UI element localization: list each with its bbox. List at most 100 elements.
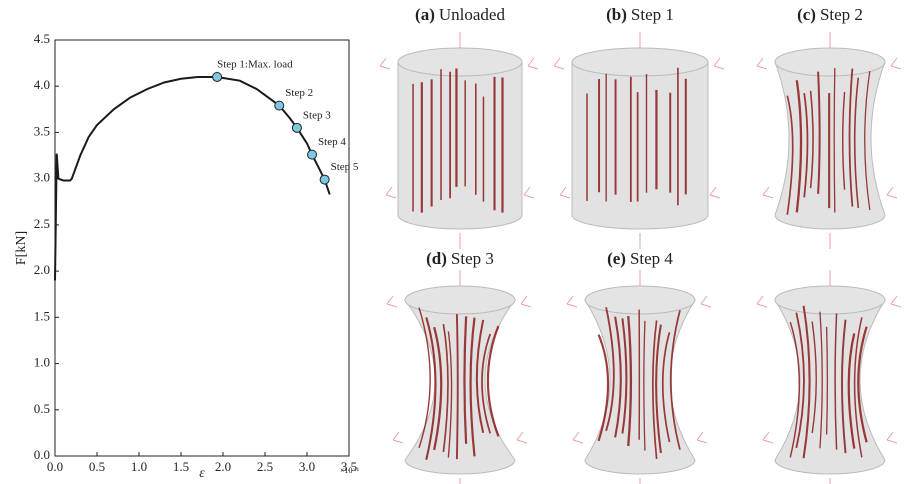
axis-glyph bbox=[762, 431, 774, 444]
axis-glyph bbox=[696, 431, 708, 444]
specimen-top bbox=[774, 285, 886, 315]
x-tick-label: 1.5 bbox=[173, 459, 189, 474]
crack bbox=[643, 320, 646, 451]
y-tick-label: 2.5 bbox=[34, 216, 50, 231]
panel-letter: (c) bbox=[797, 5, 816, 24]
crack bbox=[433, 326, 443, 451]
y-tick-label: 4.5 bbox=[34, 31, 50, 46]
panel-letter: (d) bbox=[426, 249, 447, 268]
x-axis-label: ε bbox=[199, 466, 205, 481]
axis-glyph bbox=[756, 57, 768, 70]
y-tick-label: 3.0 bbox=[34, 170, 50, 185]
y-tick-label: 4.0 bbox=[34, 77, 50, 92]
crack bbox=[418, 307, 431, 449]
crack bbox=[455, 314, 459, 460]
x-tick-label: 3.0 bbox=[299, 459, 315, 474]
crack bbox=[848, 68, 854, 207]
axis-glyph bbox=[520, 295, 532, 308]
specimen-panel: (a) Unloaded bbox=[379, 5, 539, 249]
axis-glyph bbox=[709, 186, 721, 199]
specimen-panel bbox=[756, 270, 902, 484]
step-label: Step 4 bbox=[318, 136, 346, 148]
axis-glyph bbox=[762, 186, 774, 199]
crack bbox=[786, 95, 794, 215]
crack bbox=[475, 319, 485, 434]
step-marker bbox=[319, 174, 330, 185]
x-tick-label: 2.0 bbox=[215, 459, 231, 474]
crack bbox=[795, 312, 805, 449]
crack bbox=[447, 331, 453, 458]
crack bbox=[802, 305, 811, 459]
axis-glyph bbox=[392, 431, 404, 444]
crack bbox=[853, 77, 860, 209]
axis-glyph bbox=[886, 431, 898, 444]
specimen-panel: (e) Step 4 bbox=[566, 249, 712, 484]
crack bbox=[857, 326, 868, 443]
step-marker bbox=[212, 71, 223, 82]
crack bbox=[661, 332, 671, 443]
step-label: Step 3 bbox=[303, 109, 331, 121]
panel-letter: (e) bbox=[607, 249, 626, 268]
crack bbox=[469, 317, 476, 457]
crack bbox=[853, 317, 863, 458]
crack bbox=[651, 320, 658, 460]
axis-glyph bbox=[385, 186, 397, 199]
specimen-top bbox=[404, 285, 516, 315]
crack bbox=[614, 316, 622, 438]
step-label: Step 1:Max. load bbox=[217, 59, 293, 71]
axis-glyph bbox=[379, 57, 391, 70]
crack bbox=[841, 319, 847, 454]
panel-text: Step 4 bbox=[630, 249, 673, 268]
crack bbox=[834, 313, 838, 450]
crack bbox=[803, 93, 809, 198]
panel-text: Unloaded bbox=[439, 5, 506, 24]
x-tick-label: 1.0 bbox=[131, 459, 147, 474]
crack bbox=[847, 333, 856, 449]
step-label: Step 5 bbox=[331, 161, 359, 173]
axis-glyph bbox=[566, 295, 578, 308]
y-tick-label: 1.5 bbox=[34, 308, 50, 323]
specimen-panel: (d) Step 3 bbox=[386, 249, 532, 484]
specimen-top bbox=[584, 285, 696, 315]
specimen-top bbox=[571, 47, 709, 77]
crack bbox=[789, 321, 801, 458]
step-marker bbox=[291, 122, 302, 133]
panel-text: Step 2 bbox=[820, 5, 863, 24]
axis-glyph bbox=[890, 57, 902, 70]
crack bbox=[817, 71, 821, 194]
panel-letter: (a) bbox=[415, 5, 435, 24]
panel-letter: (b) bbox=[606, 5, 627, 24]
axis-glyph bbox=[559, 186, 571, 199]
panel-title: (c) Step 2 bbox=[797, 5, 863, 24]
axis-glyph bbox=[713, 57, 725, 70]
panel-title: (e) Step 4 bbox=[607, 249, 673, 268]
panel-text: Step 3 bbox=[451, 249, 494, 268]
specimen-body bbox=[397, 61, 523, 230]
y-tick-label: 1.0 bbox=[34, 355, 50, 370]
y-tick-label: 2.0 bbox=[34, 262, 50, 277]
crack bbox=[795, 80, 803, 213]
y-tick-label: 0.0 bbox=[34, 447, 50, 462]
axis-glyph bbox=[516, 431, 528, 444]
y-tick-label: 0.5 bbox=[34, 401, 50, 416]
x-tick-label: 3.5 bbox=[341, 459, 357, 474]
crack bbox=[655, 324, 662, 454]
crack bbox=[486, 325, 500, 437]
axis-glyph bbox=[572, 431, 584, 444]
step-label: Step 2 bbox=[285, 87, 313, 99]
crack bbox=[442, 324, 449, 453]
panel-title: (d) Step 3 bbox=[426, 249, 494, 268]
crack bbox=[597, 334, 610, 442]
specimen-body bbox=[571, 61, 709, 230]
crack bbox=[621, 318, 628, 434]
crack bbox=[627, 315, 633, 447]
crack bbox=[841, 91, 846, 190]
x-tick-label: 0.5 bbox=[89, 459, 105, 474]
step-marker bbox=[274, 100, 285, 111]
crack bbox=[425, 317, 437, 460]
specimen-panel: (b) Step 1 bbox=[553, 5, 725, 249]
x-multiplier: ×10⁻¹ bbox=[340, 466, 360, 475]
axis-glyph bbox=[886, 186, 898, 199]
y-tick-label: 3.5 bbox=[34, 123, 50, 138]
